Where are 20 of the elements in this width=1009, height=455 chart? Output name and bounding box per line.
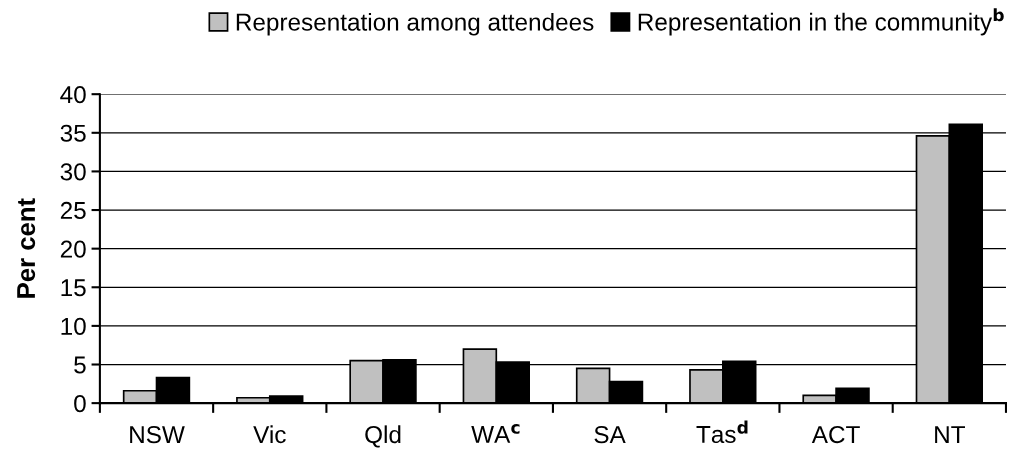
y-tick-label: 20	[60, 240, 86, 258]
y-tick-label: 30	[60, 163, 86, 181]
y-tick-label: 35	[60, 124, 86, 142]
y-tick-label: 10	[61, 317, 86, 335]
y-axis-title: Per cent	[17, 198, 36, 298]
legend-label: Representation among attendees	[236, 12, 594, 36]
x-tick-label: Vic	[253, 425, 286, 444]
y-tick-label: 40	[60, 86, 86, 104]
x-tick-label: NSW	[130, 425, 185, 444]
x-tick-label: NT	[935, 426, 965, 443]
y-tick-label: 5	[74, 356, 86, 374]
y-tick-label: 15	[61, 279, 86, 297]
x-tick-label: Tas$^{d}$	[696, 420, 748, 444]
y-tick-label: 25	[60, 201, 86, 220]
x-tick-label: WA$^{c}$	[471, 424, 520, 443]
x-tick-label: SA	[594, 425, 626, 444]
y-tick-label: 0	[74, 394, 86, 413]
x-tick-label: ACT	[811, 425, 860, 444]
x-tick-label: Qld	[365, 425, 401, 448]
legend-label: Representation in the community$^{b}$	[638, 8, 1004, 36]
